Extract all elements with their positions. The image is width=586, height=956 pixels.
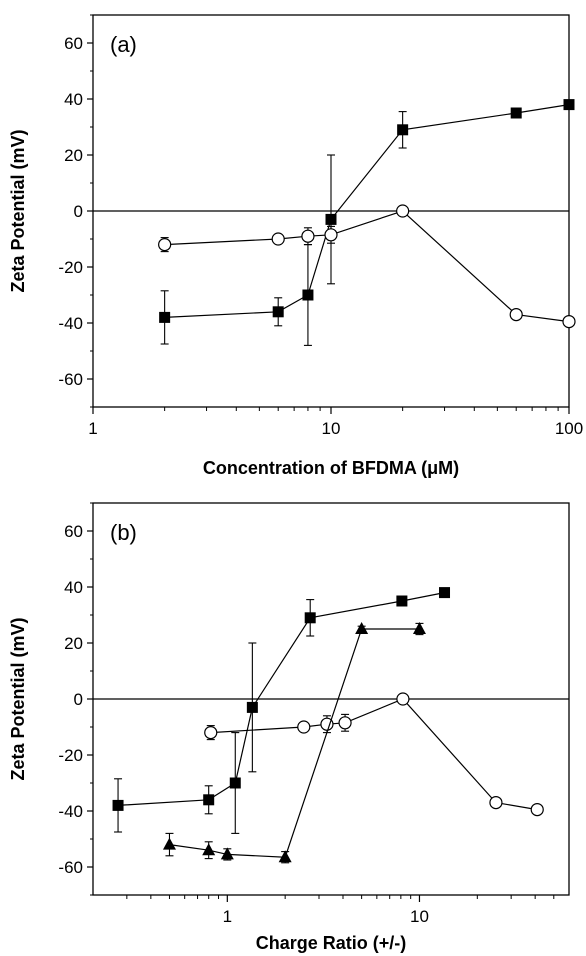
data-point-square-b xyxy=(439,587,451,599)
data-point-circle-a xyxy=(562,315,576,329)
x-tick-label-a: 10 xyxy=(322,419,341,438)
data-point-circle-a xyxy=(301,229,315,243)
data-point-circle-a xyxy=(158,238,172,252)
data-point-square-a xyxy=(510,107,522,119)
y-tick-label-b: 20 xyxy=(64,634,83,653)
y-tick-label-b: 0 xyxy=(74,690,83,709)
y-axis-title-a: Zeta Potential (mV) xyxy=(8,129,28,292)
data-point-square-b xyxy=(304,612,316,624)
x-tick-label-a: 1 xyxy=(88,419,97,438)
y-tick-label-b: 40 xyxy=(64,578,83,597)
y-tick-label-b: -60 xyxy=(58,858,83,877)
y-tick-label-a: 20 xyxy=(64,146,83,165)
data-point-circle-b xyxy=(297,720,311,734)
data-point-triangle-b xyxy=(162,837,176,850)
y-tick-label-a: -40 xyxy=(58,314,83,333)
data-point-triangle-b xyxy=(202,843,216,856)
panel-b: (b) Charge Ratio (+/-) Zeta Potential (m… xyxy=(8,502,570,953)
series-line-a-open-circle xyxy=(164,210,570,323)
data-point-circle-a xyxy=(324,228,338,242)
data-point-circle-a xyxy=(396,204,410,218)
x-tick-label-a: 100 xyxy=(555,419,583,438)
series-line-b-open-circle xyxy=(210,698,538,811)
data-point-triangle-b xyxy=(355,622,369,634)
data-point-square-b xyxy=(396,595,408,607)
panel-a: (a) Concentration of BFDMA (μM) Zeta Pot… xyxy=(8,14,583,478)
data-point-square-a xyxy=(325,213,337,225)
panel-label-b: (b) xyxy=(110,520,137,545)
data-point-square-a xyxy=(302,289,314,301)
data-point-circle-a xyxy=(271,232,285,246)
data-point-square-b xyxy=(112,799,124,811)
x-tick-label-b: 1 xyxy=(223,907,232,926)
x-tick-label-b: 10 xyxy=(410,907,429,926)
data-point-square-a xyxy=(563,99,575,111)
y-tick-label-a: 40 xyxy=(64,90,83,109)
data-point-circle-b xyxy=(320,717,334,731)
data-point-square-b xyxy=(246,701,258,713)
y-axis-title-b: Zeta Potential (mV) xyxy=(8,617,28,780)
y-tick-label-b: 60 xyxy=(64,522,83,541)
x-axis-title-a: Concentration of BFDMA (μM) xyxy=(203,458,459,478)
series-line-b-filled-triangle xyxy=(169,628,420,858)
data-point-triangle-b xyxy=(412,622,426,634)
data-point-circle-b xyxy=(530,802,544,817)
y-tick-label-a: -60 xyxy=(58,370,83,389)
data-point-square-a xyxy=(272,306,284,318)
data-point-square-a xyxy=(159,311,171,323)
data-point-triangle-b xyxy=(220,847,234,860)
y-tick-label-b: -20 xyxy=(58,746,83,765)
data-point-circle-a xyxy=(509,308,523,322)
data-point-square-b xyxy=(203,794,215,806)
y-tick-label-a: 60 xyxy=(64,34,83,53)
data-point-circle-b xyxy=(338,716,352,730)
data-point-circle-b xyxy=(396,692,410,706)
data-point-circle-b xyxy=(204,725,218,740)
data-point-circle-b xyxy=(489,795,503,810)
data-point-square-a xyxy=(397,124,409,136)
data-point-triangle-b xyxy=(278,850,292,863)
panel-label-a: (a) xyxy=(110,32,137,57)
y-tick-label-b: -40 xyxy=(58,802,83,821)
data-point-square-b xyxy=(229,777,241,789)
x-axis-title-b: Charge Ratio (+/-) xyxy=(256,933,407,953)
y-tick-label-a: 0 xyxy=(74,202,83,221)
y-tick-label-a: -20 xyxy=(58,258,83,277)
